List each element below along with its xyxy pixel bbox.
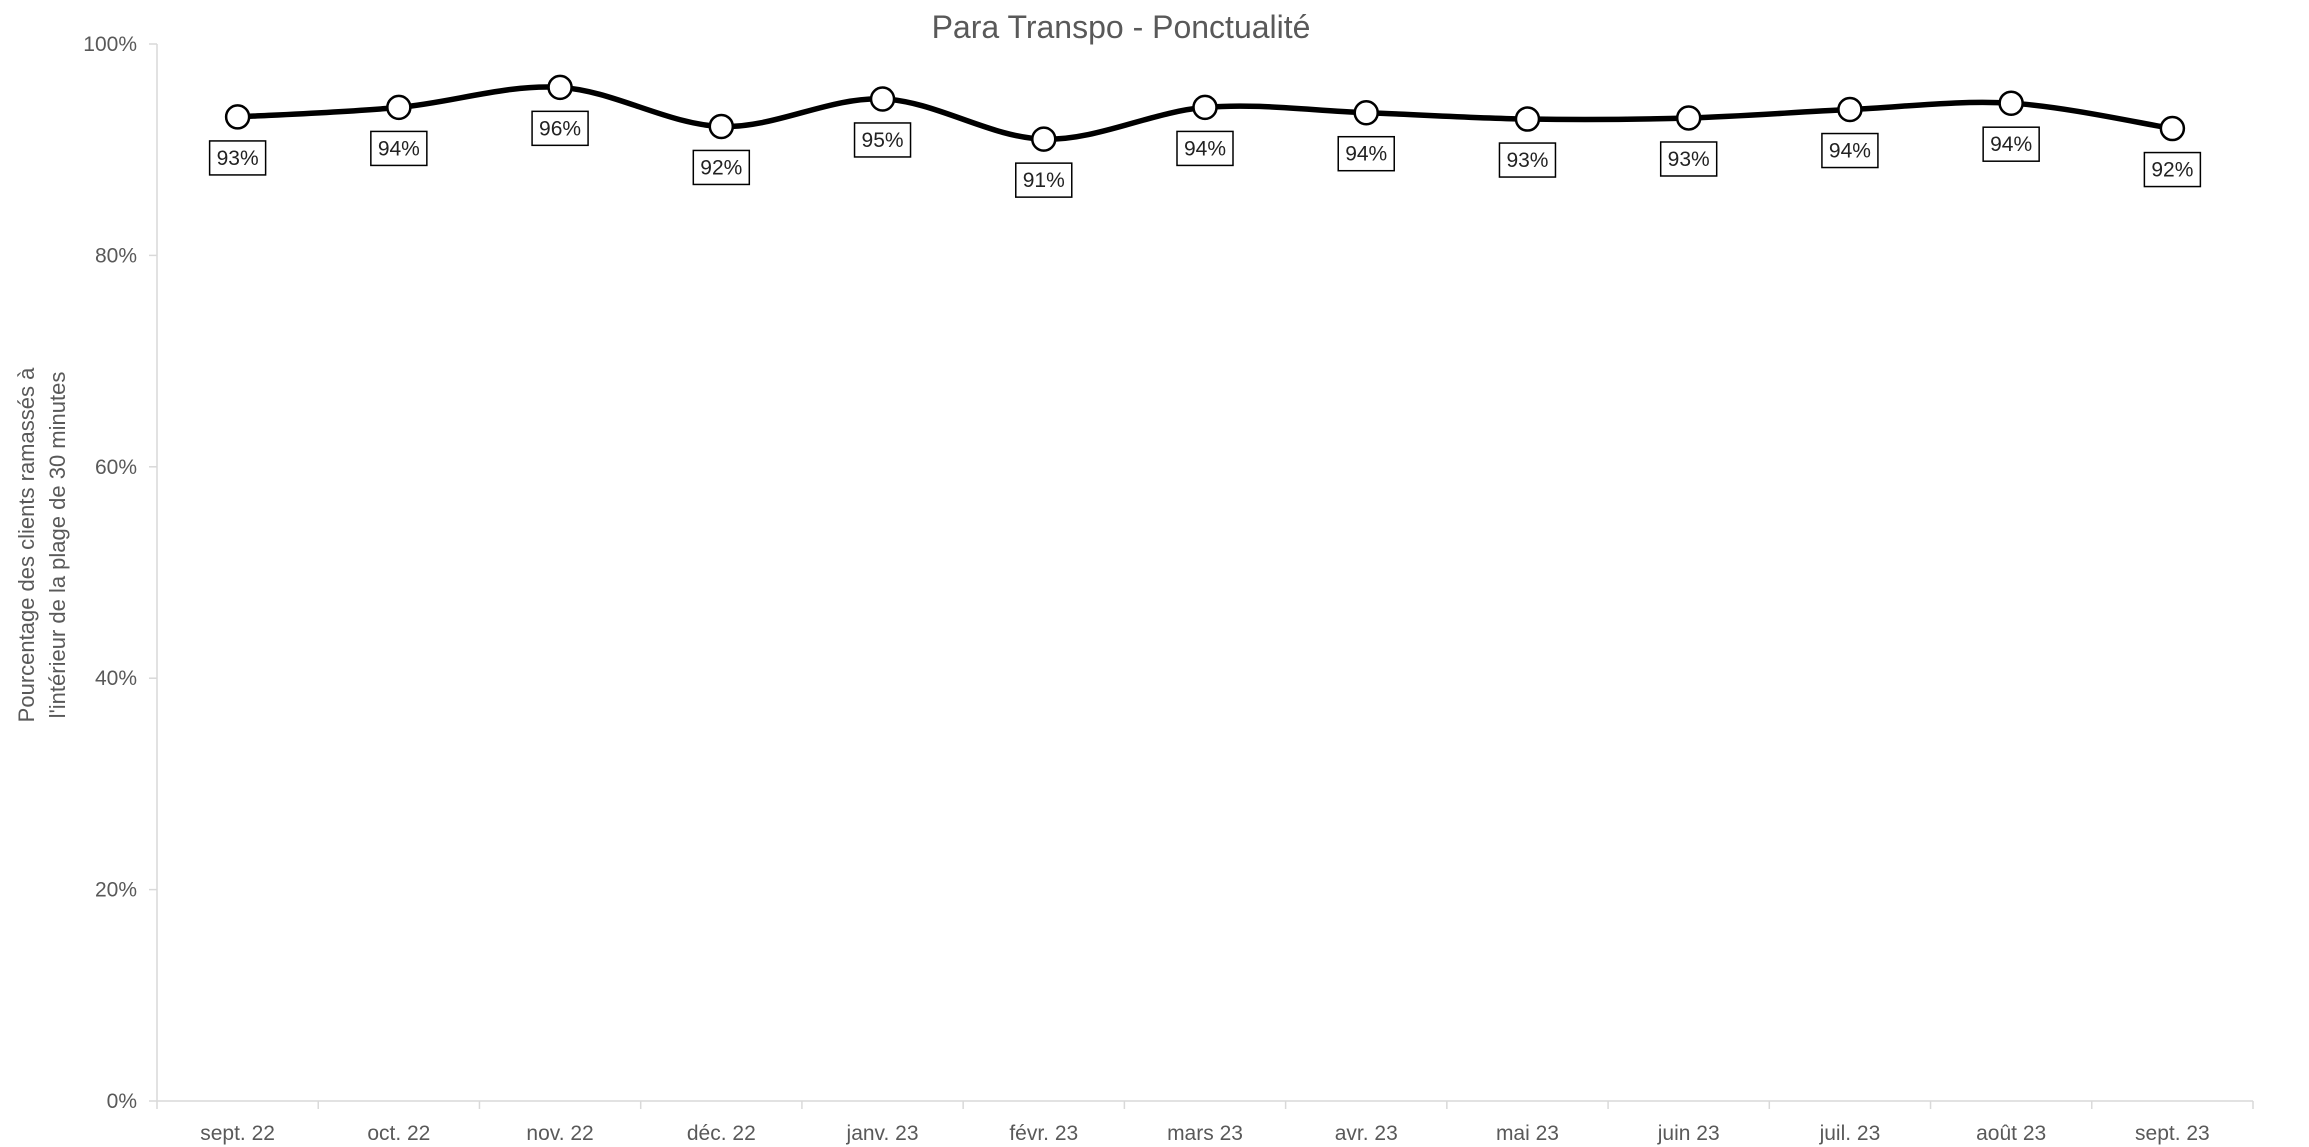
- data-label-box: [2143, 151, 2202, 188]
- data-label: 94%: [1337, 135, 1395, 172]
- data-label-text: 96%: [539, 117, 581, 140]
- data-label-box: [1015, 162, 1073, 198]
- data-point-marker: [1837, 96, 1863, 123]
- data-label-box: [370, 130, 428, 167]
- data-label-text: 93%: [217, 147, 259, 170]
- data-point-marker: [224, 104, 251, 130]
- x-tick-label: nov. 22: [526, 1122, 593, 1145]
- x-tick-label: juin 23: [1657, 1122, 1720, 1145]
- x-tick-label: juil. 23: [1819, 1122, 1881, 1145]
- data-point-marker: [1192, 94, 1218, 121]
- x-tick-label: mai 23: [1496, 1122, 1559, 1145]
- data-point-marker: [869, 86, 896, 112]
- data-label-box: [1176, 130, 1234, 167]
- data-label: 93%: [1659, 141, 1718, 177]
- data-label-text: 94%: [1829, 140, 1871, 163]
- data-label: 94%: [1176, 130, 1234, 167]
- data-label-text: 94%: [378, 137, 420, 160]
- chart-title: Para Transpo - Ponctualité: [932, 9, 1311, 45]
- y-tick-label: 20%: [95, 879, 137, 902]
- data-label-box: [1982, 126, 2040, 162]
- x-tick-label: oct. 22: [367, 1122, 430, 1145]
- data-point-marker: [386, 94, 412, 121]
- x-tick-label: août 23: [1976, 1122, 2046, 1145]
- data-label-box: [853, 122, 912, 158]
- data-label: 94%: [1821, 132, 1879, 169]
- data-label-box: [1821, 132, 1879, 169]
- data-label-box: [692, 149, 751, 186]
- data-point-marker: [708, 113, 735, 140]
- data-label: 95%: [853, 122, 912, 158]
- y-tick-label: 80%: [95, 244, 137, 267]
- data-label: 94%: [370, 130, 428, 167]
- y-tick-label: 0%: [107, 1090, 137, 1113]
- data-label: 92%: [692, 149, 751, 186]
- data-label: 93%: [208, 140, 267, 176]
- y-axis-title-line-1: Pourcentage des clients ramassés à: [14, 367, 39, 722]
- x-tick-label: sept. 22: [200, 1122, 275, 1145]
- data-labels-layer: 93% 94% 96% 92% 95% 91% 94% 94% 93% 93% 94% 94% 92%: [208, 110, 2202, 198]
- x-tick-label: sept. 23: [2135, 1122, 2210, 1145]
- x-tick-label: déc. 22: [687, 1122, 756, 1145]
- markers-layer: [224, 74, 2186, 152]
- data-label-text: 94%: [1345, 143, 1387, 166]
- y-tick-label: 40%: [95, 667, 137, 690]
- data-point-marker: [1998, 90, 2024, 116]
- axes: 0% 20% 40% 60% 80% 100% sept. 22 oct. 22 nov. 22…: [83, 33, 2254, 1145]
- data-label-box: [531, 110, 589, 147]
- data-label: 94%: [1982, 126, 2040, 162]
- data-point-marker: [1675, 105, 1702, 131]
- data-point-marker: [1031, 126, 1057, 152]
- data-label-text: 93%: [1668, 148, 1710, 171]
- data-point-marker: [547, 74, 573, 101]
- data-label-text: 92%: [700, 156, 742, 179]
- data-label-text: 92%: [2151, 159, 2193, 182]
- data-label: 92%: [2143, 151, 2202, 188]
- data-label-text: 94%: [1990, 133, 2032, 156]
- data-point-marker: [2159, 115, 2186, 142]
- x-tick-label: mars 23: [1167, 1122, 1243, 1145]
- data-label-box: [1337, 135, 1395, 172]
- data-label: 91%: [1015, 162, 1073, 198]
- data-label-text: 94%: [1184, 137, 1226, 160]
- data-label: 93%: [1498, 142, 1557, 178]
- data-label: 96%: [531, 110, 589, 147]
- data-point-marker: [1353, 99, 1379, 126]
- data-label-text: 91%: [1023, 169, 1065, 192]
- y-tick-label: 60%: [95, 456, 137, 479]
- data-point-marker: [1514, 106, 1541, 132]
- y-axis-title-line-2: l'intérieur de la plage de 30 minutes: [45, 372, 70, 719]
- x-tick-label: janv. 23: [846, 1122, 919, 1145]
- data-label-text: 95%: [862, 129, 904, 152]
- x-tick-label: févr. 23: [1009, 1122, 1078, 1145]
- data-label-box: [208, 140, 267, 176]
- data-label-text: 93%: [1506, 149, 1548, 172]
- x-tick-label: avr. 23: [1335, 1122, 1398, 1145]
- data-label-box: [1659, 141, 1718, 177]
- y-tick-label: 100%: [83, 33, 137, 56]
- y-axis-title: Pourcentage des clients ramassés à l'int…: [14, 367, 70, 722]
- data-label-box: [1498, 142, 1557, 178]
